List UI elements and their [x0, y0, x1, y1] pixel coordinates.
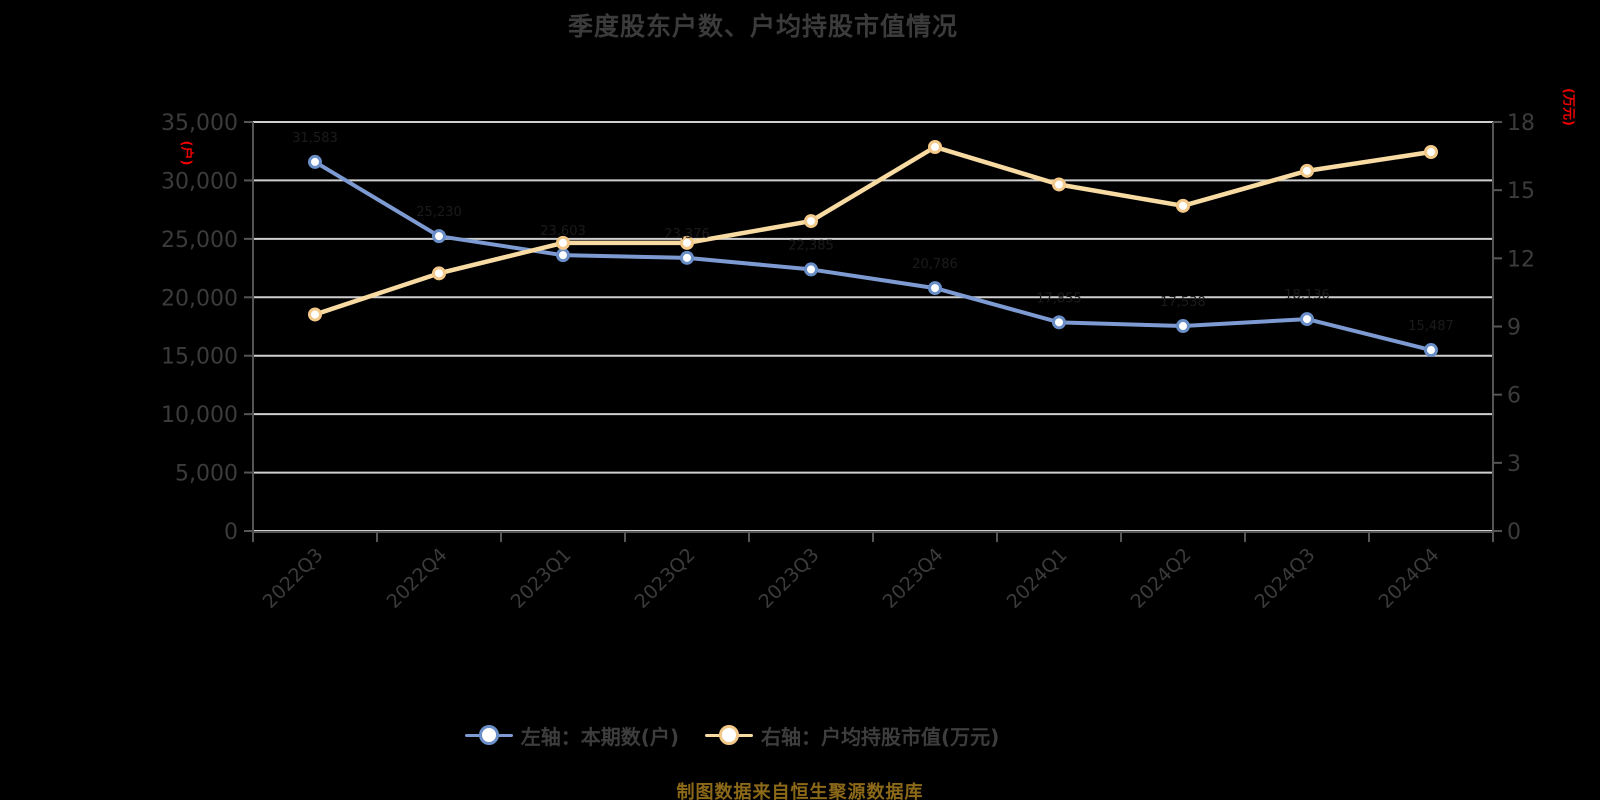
- y-axis-right-tick-label: 0: [1507, 520, 1521, 545]
- x-axis-label: 2024Q2: [1127, 544, 1196, 613]
- series-line-market-value: [312, 144, 1434, 317]
- legend-label: 右轴：户均持股市值(万元): [761, 724, 1000, 749]
- data-point-label: 17,538: [1160, 295, 1206, 310]
- data-point-market-value[interactable]: [308, 307, 322, 322]
- y-axis-left-tick-label: 10,000: [161, 403, 238, 428]
- data-point-market-value[interactable]: [556, 235, 570, 250]
- legend-item-market-value[interactable]: 右轴：户均持股市值(万元): [705, 721, 999, 750]
- x-axis-label: 2023Q4: [879, 544, 948, 613]
- data-point-label: 25,230: [416, 205, 462, 220]
- data-point-shareholders[interactable]: [1052, 315, 1066, 330]
- data-point-shareholders[interactable]: [556, 248, 570, 263]
- y-axis-left-tick-label: 15,000: [161, 345, 238, 370]
- data-point-shareholders[interactable]: [928, 281, 942, 296]
- data-point-label: 22,385: [788, 238, 834, 253]
- x-axis-label: 2024Q4: [1375, 544, 1444, 613]
- y-axis-left-tick-label: 35,000: [161, 111, 238, 136]
- data-point-label: 17,855: [1036, 291, 1082, 306]
- data-point-label: 31,583: [292, 131, 338, 146]
- data-point-shareholders[interactable]: [432, 229, 446, 244]
- x-axis-label: 2023Q3: [755, 544, 824, 613]
- x-axis-label: 2024Q1: [1003, 544, 1072, 613]
- data-point-market-value[interactable]: [1176, 198, 1190, 213]
- line-marker-icon: [705, 724, 753, 746]
- data-point-market-value[interactable]: [804, 214, 818, 229]
- data-point-market-value[interactable]: [1052, 177, 1066, 192]
- y-axis-left-tick-label: 5,000: [175, 462, 238, 487]
- data-point-label: 20,786: [912, 257, 958, 272]
- data-point-label: 23,603: [540, 224, 586, 239]
- data-point-market-value[interactable]: [928, 139, 942, 154]
- data-point-shareholders[interactable]: [1300, 312, 1314, 327]
- data-point-market-value[interactable]: [432, 266, 446, 281]
- legend: 左轴：本期数(户) 右轴：户均持股市值(万元): [0, 717, 1464, 753]
- data-point-market-value[interactable]: [1300, 163, 1314, 178]
- chart-title: 季度股东户数、户均持股市值情况: [567, 12, 958, 41]
- x-axis-label: 2024Q3: [1251, 544, 1320, 613]
- x-axis-label: 2023Q1: [507, 544, 576, 613]
- data-point-label: 18,136: [1284, 288, 1330, 303]
- x-axis-label: 2022Q3: [259, 544, 328, 613]
- y-axis-right-tick-label: 6: [1507, 384, 1521, 409]
- y-axis-right-tick-label: 12: [1507, 247, 1535, 272]
- data-point-shareholders[interactable]: [680, 250, 694, 265]
- data-point-label: 23,376: [664, 227, 710, 242]
- x-axis-label: 2022Q4: [383, 544, 452, 613]
- data-point-market-value[interactable]: [680, 235, 694, 250]
- y-axis-right-tick-label: 3: [1507, 452, 1521, 477]
- y-axis-left-tick-label: 0: [224, 520, 238, 545]
- data-source-note: 制图数据来自恒生聚源数据库: [676, 782, 924, 800]
- y-axis-right-tick-label: 15: [1507, 179, 1535, 204]
- legend-item-shareholders[interactable]: 左轴：本期数(户): [464, 721, 679, 750]
- data-point-market-value[interactable]: [1424, 144, 1438, 159]
- series-line-shareholders: [313, 159, 1433, 353]
- data-point-shareholders[interactable]: [804, 262, 818, 277]
- data-point-shareholders[interactable]: [1424, 343, 1438, 358]
- y-axis-right-tick-label: 9: [1507, 316, 1521, 341]
- y-axis-left-tick-label: 20,000: [161, 286, 238, 311]
- data-point-label: 15,487: [1408, 319, 1454, 334]
- line-marker-icon: [464, 724, 513, 746]
- data-point-shareholders[interactable]: [1176, 319, 1190, 334]
- y-axis-left-tick-label: 30,000: [161, 169, 238, 194]
- legend-label: 左轴：本期数(户): [520, 724, 679, 749]
- y-axis-right-tick-label: 18: [1507, 111, 1535, 136]
- y-axis-left-tick-label: 25,000: [161, 228, 238, 253]
- data-point-shareholders[interactable]: [308, 154, 322, 169]
- x-axis-label: 2023Q2: [631, 544, 700, 613]
